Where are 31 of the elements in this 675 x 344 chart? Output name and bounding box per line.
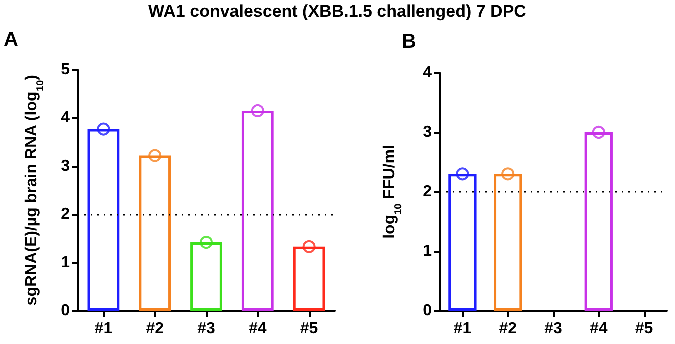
y-tick-label: 5 xyxy=(61,62,70,78)
text: A xyxy=(4,29,18,51)
point xyxy=(251,104,264,118)
x-tick-label: #5 xyxy=(300,320,318,338)
x-tick-label: #2 xyxy=(499,320,518,338)
x-tick-label: #1 xyxy=(454,320,472,338)
y-tick-label: 4 xyxy=(423,64,432,82)
y-tick-label: 1 xyxy=(61,254,70,272)
y-tick-label: 3 xyxy=(423,124,432,141)
point xyxy=(200,236,213,250)
text: B xyxy=(402,31,416,53)
x-tick-label: #1 xyxy=(94,320,113,338)
chart-title: WA1 convalescent (XBB.1.5 challenged) 7 DPC xyxy=(148,2,528,22)
x-tick-label: #3 xyxy=(544,320,562,338)
x-tick-label: #4 xyxy=(590,320,608,338)
point xyxy=(97,122,110,136)
y-tick-label: 2 xyxy=(423,184,432,200)
x-tick-label: #2 xyxy=(146,320,164,338)
point xyxy=(148,149,162,162)
y-tick-label: 0 xyxy=(61,302,70,320)
y-tick-label: 2 xyxy=(61,206,70,224)
y-tick-label: 1 xyxy=(423,243,432,260)
x-tick-label: #5 xyxy=(635,320,654,338)
y-tick-label: 3 xyxy=(61,158,70,175)
y-axis-title: log10 FFU/ml xyxy=(382,145,404,239)
y-tick-label: 0 xyxy=(423,302,432,320)
x-tick-label: #4 xyxy=(249,320,267,338)
point xyxy=(302,240,316,254)
x-tick-label: #3 xyxy=(198,320,216,338)
y-tick-label: 4 xyxy=(61,110,70,127)
y-axis-title: sgRNA(E)/µg brain RNA (log10) xyxy=(24,75,46,306)
